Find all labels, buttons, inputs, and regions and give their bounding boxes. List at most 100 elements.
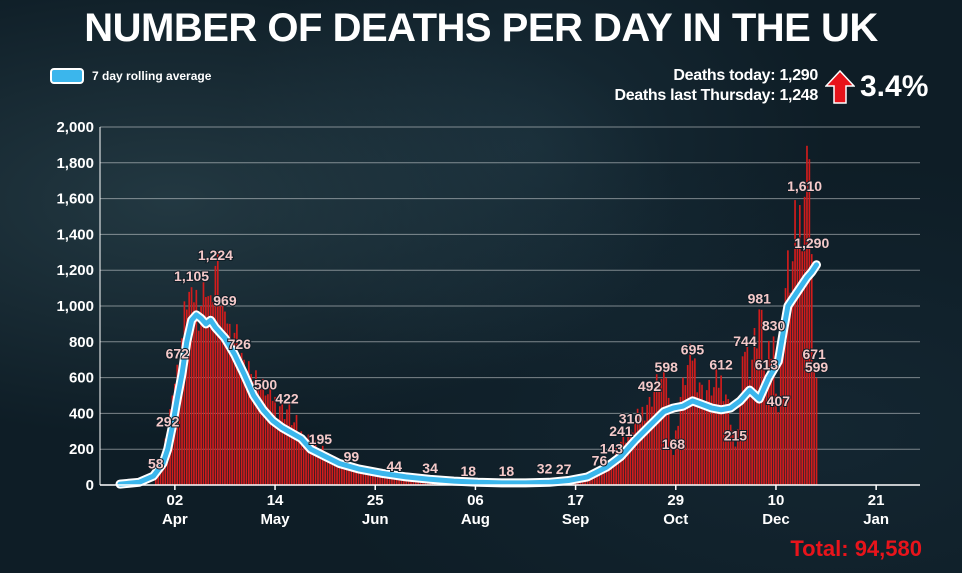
bar-day-220	[643, 420, 646, 485]
y-axis: 0 200 400 600 800 1,000 1,200 1,400 1,600 1,800 2,…	[56, 119, 101, 494]
data-label: 99	[344, 448, 360, 464]
bar-day-97	[350, 467, 353, 485]
bar-day-222	[648, 396, 651, 485]
data-label: 18	[460, 463, 476, 479]
bar-day-31	[193, 302, 195, 485]
bar-day-46	[228, 323, 231, 485]
bar-day-98	[352, 466, 355, 485]
total-deaths: Total: 94,580	[790, 536, 922, 561]
bar-day-263	[746, 345, 749, 485]
data-label: 76	[592, 452, 608, 468]
bar-day-73	[293, 422, 295, 485]
bar-day-30	[190, 287, 193, 485]
bar-day-250	[715, 368, 718, 485]
data-label: 726	[228, 336, 252, 352]
bar-day-42	[219, 306, 222, 485]
bar-day-288	[806, 145, 808, 486]
bar-day-241	[694, 358, 696, 485]
bar-day-249	[713, 387, 715, 485]
bar-day-242	[696, 392, 699, 485]
bar-day-27	[183, 301, 186, 485]
bar-day-247	[708, 379, 711, 485]
bar-day-107	[374, 471, 377, 485]
bar-day-45	[226, 323, 229, 485]
bar-day-85	[321, 445, 324, 485]
data-label: 981	[748, 290, 772, 306]
bar-day-72	[290, 425, 293, 485]
arrow-up-icon	[825, 70, 855, 104]
x-tick-month: May	[260, 511, 290, 528]
y-tick-label: 1,000	[56, 298, 94, 315]
bar-day-214	[629, 429, 632, 485]
bar-day-117	[398, 477, 400, 485]
bar-day-70	[286, 409, 288, 485]
bar-day-71	[288, 403, 291, 485]
bar-day-25	[178, 370, 181, 485]
bar-day-109	[379, 473, 381, 485]
data-label: 1,105	[174, 268, 209, 284]
bar-day-259	[736, 429, 739, 485]
bar-day-101	[360, 468, 362, 485]
bar-day-213	[627, 432, 629, 485]
bar-day-56	[252, 381, 255, 485]
bar-day-282	[791, 261, 794, 485]
bar-day-68	[281, 399, 284, 485]
change-percent: 3.4%	[860, 70, 929, 103]
bar-day-43	[221, 296, 224, 485]
bar-day-66	[276, 418, 279, 485]
x-tick-day: 29	[667, 492, 684, 509]
bar-day-99	[355, 471, 357, 485]
bar-day-235	[679, 396, 682, 485]
bar-day-95	[345, 464, 348, 485]
bar-day-121	[407, 479, 410, 485]
deaths-today: Deaths today: 1,290	[673, 67, 818, 84]
bar-day-74	[295, 414, 298, 485]
bar-day-35	[202, 282, 205, 485]
data-label: 672	[166, 346, 190, 362]
bar-day-37	[207, 296, 210, 485]
bar-day-281	[789, 292, 792, 485]
bar-day-26	[181, 338, 183, 485]
bar-day-55	[250, 374, 253, 485]
bar-day-18	[162, 458, 164, 485]
bar-day-275	[775, 393, 777, 485]
bar-day-245	[703, 401, 706, 485]
bar-day-230	[667, 397, 670, 485]
bar-day-202	[601, 468, 603, 485]
bar-day-218	[639, 416, 641, 485]
bar-day-94	[343, 466, 346, 485]
bar-day-258	[734, 446, 737, 485]
x-tick-month: Jan	[863, 511, 889, 528]
bar-day-285	[798, 205, 801, 485]
x-tick-day: 10	[768, 492, 785, 509]
x-tick-day: 17	[567, 492, 584, 509]
bar-day-106	[372, 472, 374, 485]
bar-day-286	[801, 250, 804, 485]
data-label: 195	[309, 431, 333, 447]
bar-day-112	[386, 474, 388, 485]
bar-day-116	[395, 478, 398, 485]
data-label: 744	[733, 333, 757, 349]
bar-day-86	[324, 455, 326, 485]
data-label: 422	[275, 390, 299, 406]
bar-day-246	[705, 390, 708, 485]
bar-day-119	[403, 478, 405, 485]
data-label: 500	[254, 377, 278, 393]
bar-day-271	[765, 375, 768, 485]
x-tick-day: 25	[367, 492, 384, 509]
bar-day-48	[233, 332, 236, 485]
bar-day-217	[636, 408, 639, 485]
bar-day-233	[674, 430, 677, 485]
bar-day-273	[770, 358, 773, 485]
bar-day-33	[197, 330, 200, 485]
bar-day-40	[214, 265, 217, 485]
y-tick-label: 600	[69, 370, 94, 387]
bar-day-283	[794, 200, 796, 486]
data-label: 241	[609, 423, 633, 439]
bar-day-103	[364, 471, 367, 485]
data-label: 44	[387, 458, 403, 474]
bar-day-266	[753, 328, 756, 485]
bar-day-79	[307, 434, 310, 485]
